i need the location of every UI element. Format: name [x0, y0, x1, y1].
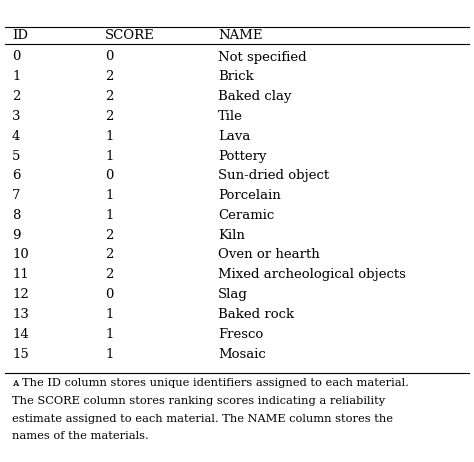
Text: 15: 15 — [12, 347, 29, 360]
Text: 1: 1 — [105, 189, 113, 202]
Text: Porcelain: Porcelain — [218, 189, 281, 202]
Text: Slag: Slag — [218, 288, 248, 301]
Text: 2: 2 — [105, 90, 113, 103]
Text: 9: 9 — [12, 229, 20, 242]
Text: Oven or hearth: Oven or hearth — [218, 249, 320, 261]
Text: Ceramic: Ceramic — [218, 209, 274, 222]
Text: estimate assigned to each material. The NAME column stores the: estimate assigned to each material. The … — [12, 413, 393, 424]
Text: 1: 1 — [105, 328, 113, 340]
Text: 1: 1 — [105, 347, 113, 360]
Text: 6: 6 — [12, 169, 20, 182]
Text: 4: 4 — [12, 130, 20, 143]
Text: 0: 0 — [105, 50, 113, 63]
Text: 14: 14 — [12, 328, 29, 340]
Text: Baked clay: Baked clay — [218, 90, 292, 103]
Text: 5: 5 — [12, 150, 20, 163]
Text: 0: 0 — [105, 288, 113, 301]
Text: 1: 1 — [12, 70, 20, 83]
Text: 2: 2 — [105, 268, 113, 281]
Text: 11: 11 — [12, 268, 29, 281]
Text: 2: 2 — [105, 70, 113, 83]
Text: Not specified: Not specified — [218, 50, 307, 63]
Text: Sun-dried object: Sun-dried object — [218, 169, 329, 182]
Text: 7: 7 — [12, 189, 20, 202]
Text: 0: 0 — [12, 50, 20, 63]
Text: ᴀ The ID column stores unique identifiers assigned to each material.: ᴀ The ID column stores unique identifier… — [12, 378, 409, 389]
Text: Fresco: Fresco — [218, 328, 263, 340]
Text: 1: 1 — [105, 209, 113, 222]
Text: The SCORE column stores ranking scores indicating a reliability: The SCORE column stores ranking scores i… — [12, 396, 385, 406]
Text: Tile: Tile — [218, 110, 243, 123]
Text: 1: 1 — [105, 130, 113, 143]
Text: SCORE: SCORE — [105, 29, 155, 42]
Text: 2: 2 — [105, 229, 113, 242]
Text: 0: 0 — [105, 169, 113, 182]
Text: 3: 3 — [12, 110, 20, 123]
Text: 8: 8 — [12, 209, 20, 222]
Text: Pottery: Pottery — [218, 150, 266, 163]
Text: ID: ID — [12, 29, 28, 42]
Text: 1: 1 — [105, 308, 113, 321]
Text: 2: 2 — [12, 90, 20, 103]
Text: Lava: Lava — [218, 130, 250, 143]
Text: 13: 13 — [12, 308, 29, 321]
Text: 1: 1 — [105, 150, 113, 163]
Text: Kiln: Kiln — [218, 229, 245, 242]
Text: 10: 10 — [12, 249, 29, 261]
Text: 2: 2 — [105, 249, 113, 261]
Text: names of the materials.: names of the materials. — [12, 431, 149, 441]
Text: Mosaic: Mosaic — [218, 347, 266, 360]
Text: Mixed archeological objects: Mixed archeological objects — [218, 268, 406, 281]
Text: NAME: NAME — [218, 29, 263, 42]
Text: 2: 2 — [105, 110, 113, 123]
Text: Brick: Brick — [218, 70, 254, 83]
Text: Baked rock: Baked rock — [218, 308, 294, 321]
Text: 12: 12 — [12, 288, 29, 301]
